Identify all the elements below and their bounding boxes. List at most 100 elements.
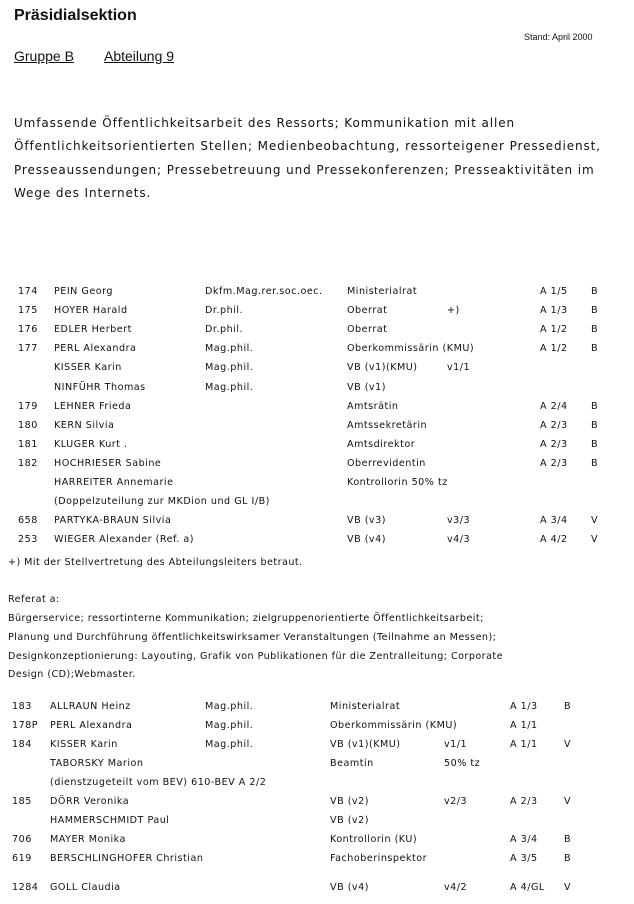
staff-number: 180 bbox=[18, 419, 38, 431]
category: B bbox=[591, 457, 599, 469]
salary-grade: A 2/3 bbox=[510, 796, 538, 807]
academic-title: Mag.phil. bbox=[205, 701, 254, 712]
position: Kontrollorin (KU) bbox=[330, 834, 418, 845]
staff-name: NINFÜHR Thomas bbox=[54, 381, 146, 393]
staff-name: PARTYKA-BRAUN Silvia bbox=[54, 515, 172, 527]
position: Oberrevidentin bbox=[347, 457, 426, 469]
category: B bbox=[591, 305, 599, 317]
staff-name: ALLRAUN Heinz bbox=[50, 701, 131, 712]
table-row: 175 HOYER Harald Dr.phil. Oberrat +) A 1/3 B bbox=[0, 305, 634, 323]
academic-title: Dkfm.Mag.rer.soc.oec. bbox=[205, 286, 323, 297]
salary-grade: A 2/4 bbox=[540, 400, 568, 412]
staff-name: PERL Alexandra bbox=[50, 720, 133, 731]
staff-number: 658 bbox=[18, 515, 38, 527]
footnote: +) Mit der Stellvertretung des Abteilung… bbox=[8, 557, 303, 568]
staff-name: GOLL Claudia bbox=[50, 882, 121, 893]
staff-number: 253 bbox=[18, 534, 38, 546]
extra-note: v4/3 bbox=[447, 534, 471, 546]
extra-note: v1/1 bbox=[447, 362, 471, 374]
table-row: (Doppelzuteilung zur MKDion und GL I/B) bbox=[0, 496, 634, 514]
referat-heading: Referat a: bbox=[8, 594, 60, 605]
table-row: 181 KLUGER Kurt . Amtsdirektor A 2/3 B bbox=[0, 439, 634, 457]
table-row: 176 EDLER Herbert Dr.phil. Oberrat A 1/2 B bbox=[0, 324, 634, 342]
salary-grade: A 1/1 bbox=[510, 739, 538, 750]
salary-grade: A 4/2 bbox=[540, 534, 568, 546]
position: VB (v4) bbox=[330, 882, 369, 893]
staff-number: 184 bbox=[12, 739, 32, 750]
table-row: 180 KERN Silvia Amtssekretärin A 2/3 B bbox=[0, 420, 634, 438]
referat-line: Designkonzeptionierung: Layouting, Grafi… bbox=[8, 651, 503, 662]
salary-grade: A 1/5 bbox=[540, 286, 568, 297]
table-row: 182 HOCHRIESER Sabine Oberrevidentin A 2/3 B bbox=[0, 458, 634, 476]
academic-title: Mag.phil. bbox=[205, 381, 254, 393]
referat-line: Planung und Durchführung öffentlichkeits… bbox=[8, 632, 497, 643]
table-row: 184 KISSER Karin Mag.phil. VB (v1)(KMU) v1/1… bbox=[0, 739, 634, 757]
academic-title: Mag.phil. bbox=[205, 362, 254, 374]
staff-name: MAYER Monika bbox=[50, 834, 126, 845]
category: B bbox=[591, 438, 599, 450]
staff-name: HAMMERSCHMIDT Paul bbox=[50, 815, 170, 826]
table-row: 178P PERL Alexandra Mag.phil. Oberkommissär… bbox=[0, 720, 634, 738]
staff-number: 174 bbox=[18, 286, 38, 297]
position: VB (v4) bbox=[347, 534, 386, 546]
staff-number: 619 bbox=[12, 853, 32, 864]
staff-name: KLUGER Kurt . bbox=[54, 438, 128, 450]
staff-name: HARREITER Annemarie bbox=[54, 477, 174, 488]
position: Beamtin bbox=[330, 758, 374, 769]
position: Kontrollorin 50% tz bbox=[347, 477, 448, 488]
table-row: NINFÜHR Thomas Mag.phil. VB (v1) bbox=[0, 382, 634, 400]
position: Amtssekretärin bbox=[347, 419, 428, 431]
staff-number: 183 bbox=[12, 701, 32, 712]
extra-note: v2/3 bbox=[444, 796, 468, 807]
salary-grade: A 1/2 bbox=[540, 324, 568, 336]
staff-name: KERN Silvia bbox=[54, 419, 115, 431]
position: Ministerialrat bbox=[347, 286, 418, 297]
category: B bbox=[591, 324, 599, 336]
table-row: 185 DÖRR Veronika VB (v2) v2/3 A 2/3 V bbox=[0, 796, 634, 814]
table-row: TABORSKY Marion Beamtin 50% tz bbox=[0, 758, 634, 776]
staff-name: PEIN Georg bbox=[54, 286, 113, 297]
position: Oberrat bbox=[347, 324, 388, 336]
staff-name: PERL Alexandra bbox=[54, 343, 137, 355]
salary-grade: A 2/3 bbox=[540, 457, 568, 469]
staff-number: 176 bbox=[18, 324, 38, 336]
extra-note: 50% tz bbox=[444, 758, 481, 769]
position: VB (v1)(KMU) bbox=[330, 739, 401, 750]
staff-name: KISSER Karin bbox=[50, 739, 118, 750]
position: Amtsdirektor bbox=[347, 438, 416, 450]
category: B bbox=[591, 419, 599, 431]
salary-grade: A 1/1 bbox=[510, 720, 538, 731]
table-row: 619 BERSCHLINGHOFER Christian Fachoberinsp… bbox=[0, 853, 634, 871]
category: V bbox=[564, 739, 572, 750]
staff-number: 181 bbox=[18, 438, 38, 450]
table-row: (dienstzugeteilt vom BEV) 610-BEV A 2/2 bbox=[0, 777, 634, 795]
academic-title: Mag.phil. bbox=[205, 343, 254, 355]
staff-name: KISSER Karin bbox=[54, 362, 122, 374]
academic-title: Dr.phil. bbox=[205, 305, 244, 317]
category: V bbox=[564, 796, 572, 807]
department-heading: Abteilung 9 bbox=[104, 48, 175, 64]
salary-grade: A 4/GL bbox=[510, 882, 545, 893]
table-row: 1284 GOLL Claudia VB (v4) v4/2 A 4/GL V bbox=[0, 882, 634, 900]
table-row: HAMMERSCHMIDT Paul VB (v2) bbox=[0, 815, 634, 833]
category: B bbox=[591, 343, 599, 355]
staff-name: HOYER Harald bbox=[54, 305, 128, 317]
salary-grade: A 2/3 bbox=[540, 419, 568, 431]
staff-name: LEHNER Frieda bbox=[54, 400, 132, 412]
date-stamp: Stand: April 2000 bbox=[524, 32, 593, 42]
salary-grade: A 3/4 bbox=[510, 834, 538, 845]
category: V bbox=[591, 515, 599, 527]
position: Ministerialrat bbox=[330, 701, 401, 712]
position: VB (v1) bbox=[347, 381, 386, 393]
staff-number: 177 bbox=[18, 343, 38, 355]
table-row: 174 PEIN Georg Dkfm.Mag.rer.soc.oec. Minist… bbox=[0, 286, 634, 304]
staff-number: 178P bbox=[12, 720, 39, 731]
referat-line: Design (CD);Webmaster. bbox=[8, 669, 136, 680]
position: Oberkommissärin (KMU) bbox=[347, 343, 475, 355]
staff-name: TABORSKY Marion bbox=[50, 758, 144, 769]
category: B bbox=[591, 286, 599, 297]
salary-grade: A 1/2 bbox=[540, 343, 568, 355]
table-row: 177 PERL Alexandra Mag.phil. Oberkommissäri… bbox=[0, 343, 634, 361]
extra-note: v4/2 bbox=[444, 882, 468, 893]
salary-grade: A 3/4 bbox=[540, 515, 568, 527]
